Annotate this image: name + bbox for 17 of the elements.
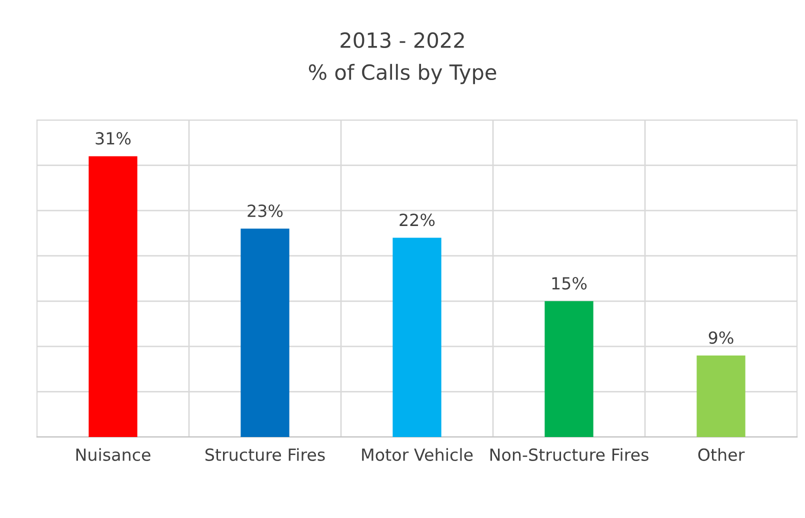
x-tick-label: Non-Structure Fires bbox=[490, 448, 648, 462]
x-tick-label: Motor Vehicle bbox=[362, 448, 473, 462]
data-label: 22% bbox=[400, 214, 435, 226]
bar bbox=[88, 156, 138, 437]
chart-subtitle: % of Calls by Type bbox=[308, 64, 496, 84]
bar bbox=[240, 228, 290, 437]
data-label: 23% bbox=[248, 204, 283, 218]
x-tick-label: Structure Fires bbox=[205, 448, 325, 462]
x-tick-label: Nuisance bbox=[76, 448, 150, 462]
data-label: 31% bbox=[96, 132, 131, 145]
x-tick-label: Other bbox=[698, 448, 745, 462]
bar bbox=[392, 238, 442, 437]
data-label: 15% bbox=[552, 276, 587, 290]
data-label: 9% bbox=[708, 331, 734, 344]
chart-title: 2013 - 2022 bbox=[340, 32, 464, 48]
bar bbox=[544, 301, 594, 437]
bar bbox=[696, 355, 746, 437]
